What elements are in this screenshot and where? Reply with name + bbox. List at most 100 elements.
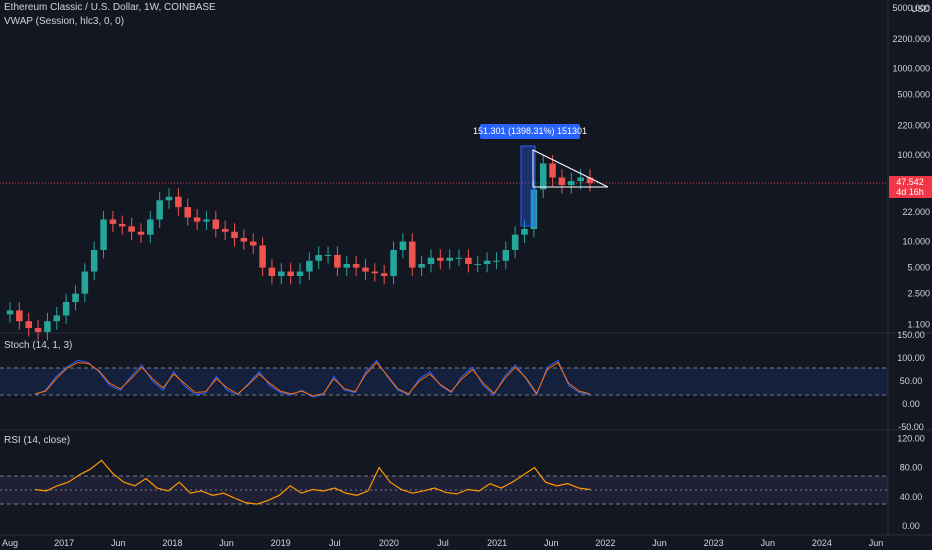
candle-body (493, 260, 500, 262)
candle-body (558, 177, 566, 186)
candle-body (306, 260, 313, 272)
price-scale-ticks: 5000.000 2200.000 1000.000 500.000 220.000 10… (892, 3, 930, 329)
candle-body (549, 163, 556, 178)
rsi-tick-label: 120.00 (897, 433, 925, 443)
candle-body (137, 231, 145, 235)
candle-body (109, 219, 117, 224)
candle-body (511, 234, 519, 250)
time-tick-label: Jun (869, 538, 884, 548)
stoch-tick-label: 50.00 (900, 376, 923, 386)
price-candles (6, 155, 594, 341)
candle-body (165, 196, 173, 201)
candle-body (100, 219, 107, 250)
rsi-tick-label: 80.00 (900, 463, 923, 473)
candle-body (34, 328, 42, 333)
time-tick-label: 2021 (487, 538, 507, 548)
price-range-measure[interactable] (520, 145, 536, 227)
legend-rsi[interactable]: RSI (14, close) (4, 435, 72, 446)
candle-body (118, 223, 126, 227)
candle-body (147, 219, 154, 235)
time-tick-label: Jun (111, 538, 126, 548)
rsi-title: RSI (14, close) (4, 435, 71, 446)
vwap-title: VWAP (Session, hlc3, 0, 0) (4, 16, 125, 27)
rsi-series-line (34, 459, 591, 505)
candle-body (324, 254, 332, 256)
last-price-badge (889, 176, 932, 198)
candle-body (25, 321, 32, 329)
candle-body (240, 237, 248, 242)
time-tick-label: Jun (652, 538, 667, 548)
triangle-drawing[interactable] (532, 149, 609, 188)
candle-body (577, 177, 584, 182)
candle-body (390, 249, 397, 276)
last-price-value: 47.542 (896, 177, 924, 187)
rsi-tick-label: 0.00 (902, 521, 920, 531)
rsi-band (0, 476, 888, 504)
time-axis-ticks: Aug 2017 Jun 2018 Jun 2019 Jul 2020 Jul 2021 Jun 20… (2, 538, 883, 548)
candle-body (221, 228, 229, 232)
candle-body (408, 241, 416, 268)
measure-box (520, 145, 536, 227)
time-tick-label: 2020 (379, 538, 399, 548)
rsi-scale-ticks: 120.00 80.00 40.00 0.00 (897, 433, 925, 531)
candle-body (296, 271, 304, 276)
candle-body (427, 257, 435, 265)
legend-symbol[interactable]: Ethereum Classic / U.S. Dollar, 1W, COIN… (4, 2, 218, 13)
time-tick-label: Jul (437, 538, 449, 548)
price-tick-label: 500.000 (897, 90, 930, 100)
stoch-tick-label: 150.00 (897, 330, 925, 340)
stoch-tick-label: -50.00 (898, 422, 924, 432)
legend-stoch[interactable]: Stoch (14, 1, 3) (4, 340, 74, 351)
time-tick-label: Aug (2, 538, 18, 548)
candle-body (16, 310, 23, 322)
candle-body (530, 189, 538, 229)
candle-body (380, 273, 388, 276)
candle-body (278, 271, 285, 276)
candle-body (81, 271, 89, 294)
time-tick-label: 2019 (271, 538, 291, 548)
candle-body (465, 257, 472, 265)
candle-body (586, 177, 594, 184)
legend-vwap[interactable]: VWAP (Session, hlc3, 0, 0) (4, 16, 126, 27)
candle-body (334, 254, 341, 268)
candle-body (128, 226, 135, 232)
time-tick-label: 2024 (812, 538, 832, 548)
stoch-d-line (34, 361, 591, 397)
price-tick-label: 5.000 (907, 263, 930, 273)
price-tick-label: 10.000 (902, 237, 930, 247)
price-tick-label: 100.000 (897, 150, 930, 160)
time-tick-label: Jul (329, 538, 341, 548)
candle-body (371, 271, 379, 274)
time-tick-label: 2017 (54, 538, 74, 548)
candle-body (483, 260, 491, 265)
stoch-scale-ticks: 150.00 100.00 50.00 0.00 -50.00 (897, 330, 925, 432)
candle-body (437, 257, 444, 261)
candle-body (193, 217, 201, 222)
measure-label: 151.301 (1398.31%) 151301 (473, 126, 587, 136)
time-tick-label: 2018 (162, 538, 182, 548)
candle-body (362, 267, 369, 272)
candle-body (53, 315, 61, 322)
stoch-tick-label: 100.00 (897, 353, 925, 363)
candle-body (184, 207, 192, 218)
currency-label: USD (911, 4, 931, 14)
stoch-title: Stoch (14, 1, 3) (4, 340, 73, 351)
candle-body (521, 228, 528, 235)
rsi-line (34, 459, 591, 505)
price-scale-background (888, 0, 932, 550)
stoch-band (0, 368, 888, 395)
time-tick-label: 2022 (595, 538, 615, 548)
candle-body (418, 264, 425, 268)
candle-body (44, 321, 51, 333)
candle-body (399, 241, 407, 250)
candle-body (90, 249, 98, 272)
candle-body (474, 264, 482, 266)
candle-body (315, 254, 322, 261)
stoch-lines (34, 359, 591, 398)
candle-body (249, 241, 257, 246)
symbol-title: Ethereum Classic / U.S. Dollar, 1W, COIN… (4, 2, 216, 13)
candle-body (259, 245, 266, 268)
time-tick-label: Jun (544, 538, 559, 548)
